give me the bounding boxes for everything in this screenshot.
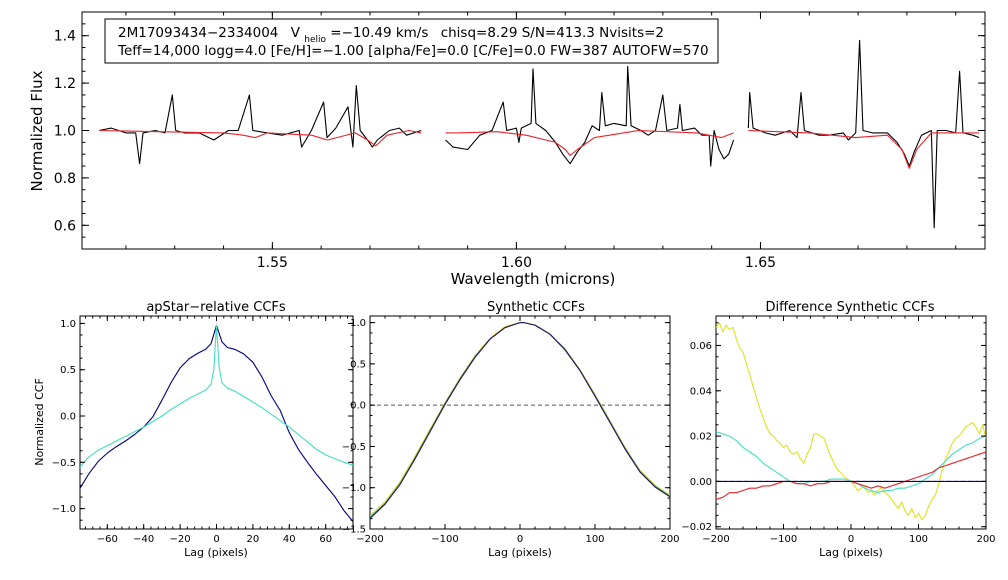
spectrum-series-synthetic-segment-1 xyxy=(445,129,734,156)
synthetic-ccf-x-tick-label: 100 xyxy=(585,534,604,545)
apstar-ccf-y-tick-label: 1.0 xyxy=(60,319,76,330)
synthetic-ccf-x-label: Lag (pixels) xyxy=(488,546,552,559)
synthetic-ccf-series-group xyxy=(370,322,670,519)
apstar-ccf-x-tick-label: 60 xyxy=(319,534,332,545)
spectrum-y-tick-label: 1.4 xyxy=(54,29,76,45)
apstar-ccf-x-tick-label: −20 xyxy=(170,534,191,545)
apstar-ccf-x-label: Lag (pixels) xyxy=(184,546,248,559)
synthetic-ccf-panel: Synthetic CCFs −200 −100 0 100 200 −1.5−1.0−… xyxy=(342,300,680,559)
annotation-vhelio-value: =−10.49 km/s xyxy=(330,25,428,41)
apstar-ccf-title: apStar−relative CCFs xyxy=(146,300,286,315)
difference-ccf-series-diff-cyan xyxy=(716,431,986,494)
apstar-ccf-y-tick-label: 0.5 xyxy=(60,365,76,376)
difference-ccf-y-ticks: −0.02 0.00 0.02 0.04 0.06 xyxy=(681,322,986,533)
spectrum-annotation-line1: 2M17093434−2334004 V helio =−10.49 km/s … xyxy=(118,25,664,46)
difference-ccf-y-tick-label: 0.06 xyxy=(690,341,712,352)
apstar-ccf-y-tick-label: −0.5 xyxy=(52,458,76,469)
synthetic-ccf-x-tick-label: −100 xyxy=(431,534,458,545)
annotation-star-id: 2M17093434−2334004 xyxy=(118,25,278,41)
apstar-ccf-series-ccf-1 xyxy=(80,324,353,522)
synthetic-ccf-series-ccf-c xyxy=(370,322,670,519)
synthetic-ccf-x-tick-label: −200 xyxy=(356,534,383,545)
difference-ccf-x-ticks: −200 −100 0 100 200 xyxy=(702,316,996,545)
synthetic-ccf-x-tick-label: 0 xyxy=(517,534,523,545)
spectrum-series-observed-segment-1 xyxy=(445,65,735,167)
difference-ccf-y-tick-label: −0.02 xyxy=(681,522,712,533)
spectrum-y-ticks: 0.6 0.8 1.0 1.2 1.4 xyxy=(54,11,985,250)
spectrum-series-observed-segment-2 xyxy=(747,39,980,229)
synthetic-ccf-series-ccf-b xyxy=(370,322,670,518)
synthetic-ccf-title: Synthetic CCFs xyxy=(487,300,585,315)
apstar-ccf-x-tick-label: −40 xyxy=(133,534,154,545)
difference-ccf-x-label: Lag (pixels) xyxy=(819,546,883,559)
difference-ccf-x-tick-label: 100 xyxy=(909,534,928,545)
difference-ccf-frame xyxy=(715,315,987,530)
apstar-ccf-x-ticks: −60 −40 −20 0 20 40 60 xyxy=(84,316,349,545)
spectrum-annotation-line2: Teff=14,000 logg=4.0 [Fe/H]=−1.00 [alpha… xyxy=(117,43,709,59)
synthetic-ccf-y-tick-label: −1.5 xyxy=(342,525,366,536)
synthetic-ccf-y-tick-label: 1.0 xyxy=(350,318,366,329)
difference-ccf-x-tick-label: 0 xyxy=(848,534,854,545)
apstar-ccf-y-label: Normalized CCF xyxy=(33,378,46,466)
spectrum-panel: 1.55 1.60 1.65 0.6 0.8 1.0 1.2 1.4 Wavelength … xyxy=(28,11,986,288)
spectrum-annotation-box xyxy=(104,18,719,64)
difference-ccf-y-tick-label: 0.02 xyxy=(690,432,712,443)
apstar-ccf-panel: apStar−relative CCFs −60 −40 −20 0 20 40 60 −1… xyxy=(33,300,354,559)
synthetic-ccf-y-tick-label: −0.5 xyxy=(342,442,366,453)
difference-ccf-y-tick-label: 0.00 xyxy=(690,477,712,488)
synthetic-ccf-y-ticks: −1.5 −1.0 −0.5 0.0 0.5 1.0 xyxy=(342,318,670,536)
apstar-ccf-x-tick-label: −60 xyxy=(97,534,118,545)
difference-ccf-series-group xyxy=(716,322,986,521)
spectrum-x-ticks: 1.55 1.60 1.65 xyxy=(125,12,957,271)
spectrum-y-tick-label: 0.6 xyxy=(54,218,76,234)
apstar-ccf-y-tick-label: 0.0 xyxy=(60,412,76,423)
difference-ccf-series-diff-yellow xyxy=(716,322,986,521)
difference-ccf-x-tick-label: −100 xyxy=(770,534,797,545)
apstar-ccf-x-tick-label: 0 xyxy=(213,534,219,545)
apstar-ccf-frame xyxy=(79,315,354,530)
difference-ccf-x-tick-label: −200 xyxy=(702,534,729,545)
spectrum-series-observed-segment-0 xyxy=(98,84,422,165)
synthetic-ccf-x-ticks: −200 −100 0 100 200 xyxy=(356,316,680,545)
apstar-ccf-x-tick-label: 40 xyxy=(283,534,296,545)
spectrum-x-tick-label: 1.60 xyxy=(501,255,532,271)
synthetic-ccf-y-tick-label: 0.5 xyxy=(350,359,366,370)
synthetic-ccf-frame xyxy=(369,315,671,530)
difference-ccf-y-tick-label: 0.04 xyxy=(690,386,712,397)
spectrum-y-tick-label: 1.2 xyxy=(54,76,76,92)
annotation-fit-stats: chisq=8.29 S/N=413.3 Nvisits=2 xyxy=(441,25,664,41)
spectrum-x-tick-label: 1.55 xyxy=(257,255,288,271)
annotation-vhelio-subscript: helio xyxy=(304,35,326,45)
synthetic-ccf-x-tick-label: 200 xyxy=(660,534,679,545)
difference-ccf-title: Difference Synthetic CCFs xyxy=(765,300,934,315)
apstar-ccf-x-tick-label: 20 xyxy=(247,534,260,545)
spectrum-x-tick-label: 1.65 xyxy=(745,255,776,271)
spectrum-y-tick-label: 0.8 xyxy=(54,171,76,187)
difference-ccf-x-tick-label: 200 xyxy=(976,534,995,545)
apstar-ccf-y-tick-label: −1.0 xyxy=(52,504,76,515)
spectrum-y-label: Normalized Flux xyxy=(28,70,46,191)
annotation-vhelio-label: V xyxy=(291,25,301,41)
synthetic-ccf-y-tick-label: 0.0 xyxy=(350,401,366,412)
synthetic-ccf-y-tick-label: −1.0 xyxy=(342,483,366,494)
apstar-ccf-series-ccf-2 xyxy=(80,324,353,468)
spectrum-y-tick-label: 1.0 xyxy=(54,124,76,140)
difference-ccf-panel: Difference Synthetic CCFs −200 −100 0 100 20… xyxy=(681,300,995,559)
spectrum-x-label: Wavelength (microns) xyxy=(451,270,616,288)
synthetic-ccf-series-ccf-d xyxy=(370,322,670,519)
spectrum-series-synthetic-segment-0 xyxy=(99,129,422,147)
synthetic-ccf-series-ccf-a xyxy=(370,322,670,517)
apstar-ccf-series-group xyxy=(80,324,353,522)
spectrum-series-synthetic-segment-2 xyxy=(748,129,980,169)
apstar-ccf-y-ticks: −1.0 −0.5 0.0 0.5 1.0 xyxy=(52,319,353,521)
spectrum-series-group xyxy=(98,39,980,229)
